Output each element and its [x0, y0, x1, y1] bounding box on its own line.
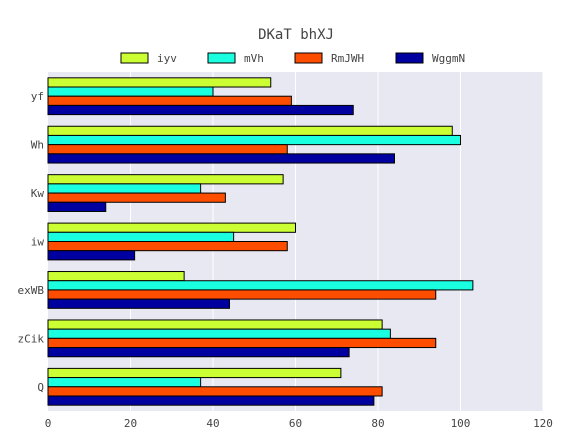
- legend-swatch: [294, 52, 323, 64]
- category-label: exWB: [18, 284, 45, 297]
- bar-mVh-Wh: [47, 134, 461, 146]
- bar-iyv-zCik: [47, 319, 383, 330]
- legend-swatch: [207, 52, 236, 64]
- legend-label: iyv: [157, 52, 177, 65]
- bar-WggmN-Wh: [47, 153, 395, 164]
- category-label: yf: [31, 90, 44, 103]
- x-tick-label: 80: [371, 417, 384, 430]
- x-tick-label: 60: [289, 417, 302, 430]
- x-tick-label: 100: [451, 417, 471, 430]
- category-label: zCik: [18, 332, 45, 345]
- bar-WggmN-iw: [47, 250, 136, 261]
- x-tick-label: 0: [45, 417, 52, 430]
- bar-RmJWH-exWB: [47, 289, 437, 300]
- chart-title: DKaT bhXJ: [258, 27, 334, 43]
- category-label: Wh: [31, 139, 44, 152]
- legend-label: WggmN: [432, 52, 465, 65]
- bar-mVh-exWB: [47, 280, 474, 291]
- bar-iyv-Wh: [47, 125, 453, 136]
- legend-label: RmJWH: [331, 52, 364, 65]
- x-tick-label: 20: [124, 417, 137, 430]
- bar-RmJWH-zCik: [47, 337, 437, 349]
- bar-RmJWH-Wh: [47, 144, 288, 155]
- category-label: Kw: [31, 187, 45, 200]
- category-label: Q: [37, 381, 44, 394]
- y-axis-categories: yf Wh Kw iw exWB zCik Q: [18, 90, 45, 394]
- x-tick-label: 40: [206, 417, 219, 430]
- bar-mVh-zCik: [47, 328, 391, 339]
- bar-RmJWH-Kw: [47, 192, 226, 203]
- bar-WggmN-zCik: [47, 347, 350, 358]
- bar-mVh-iw: [47, 231, 235, 243]
- bar-iyv-Kw: [47, 174, 284, 185]
- bar-iyv-exWB: [47, 271, 185, 282]
- bar-RmJWH-iw: [47, 241, 288, 252]
- legend-label: mVh: [244, 52, 264, 65]
- bar-iyv-iw: [47, 222, 296, 233]
- x-axis-ticks: 0 20 40 60 80 100 120: [45, 417, 553, 430]
- bar-mVh-Kw: [47, 183, 202, 194]
- bar-WggmN-yf: [47, 104, 354, 116]
- bar-iyv-Q: [47, 367, 342, 379]
- bar-WggmN-Kw: [47, 201, 107, 212]
- legend-swatch: [120, 52, 149, 64]
- bar-WggmN-exWB: [47, 298, 230, 309]
- bar-iyv-yf: [47, 77, 272, 88]
- bar-mVh-Q: [47, 377, 202, 388]
- legend: iyv mVh RmJWH WggmN: [120, 52, 465, 65]
- bar-RmJWH-Q: [47, 386, 383, 397]
- x-tick-label: 120: [533, 417, 553, 430]
- bar-WggmN-Q: [47, 395, 375, 406]
- bars: [47, 77, 474, 406]
- bar-mVh-yf: [47, 86, 214, 97]
- category-label: iw: [31, 236, 45, 249]
- bar-RmJWH-yf: [47, 95, 292, 106]
- legend-swatch: [395, 52, 424, 64]
